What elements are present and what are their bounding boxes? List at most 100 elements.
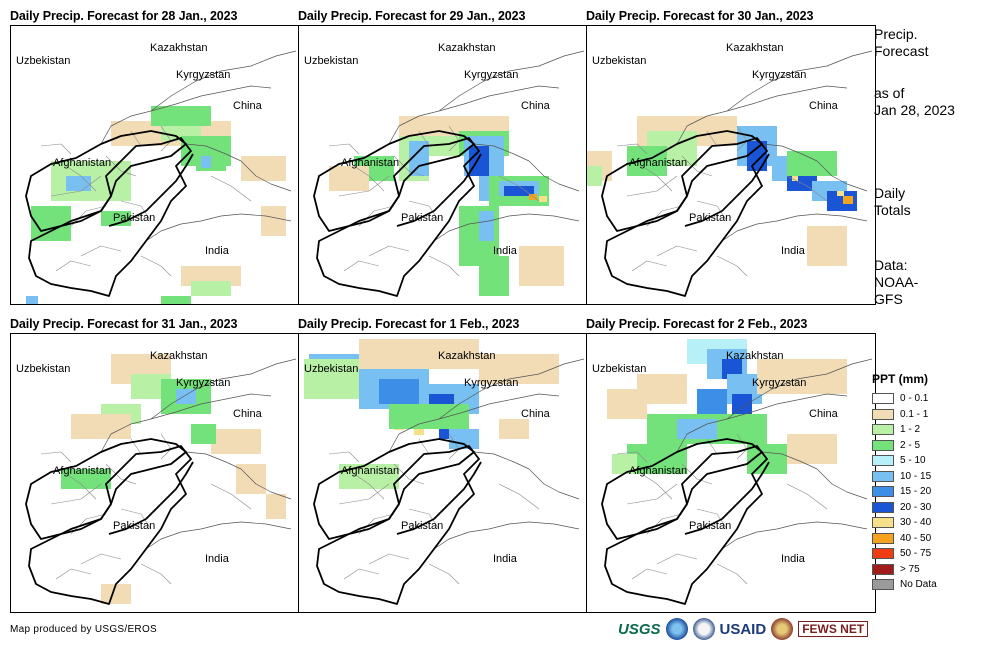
sidebar-asof: as of Jan 28, 2023: [874, 85, 955, 119]
province-boundary: [631, 260, 668, 272]
map-label-uzbekistan: Uzbekistan: [304, 363, 358, 375]
province-boundary: [641, 165, 673, 192]
map-label-india: India: [493, 245, 518, 257]
legend-label: 5 - 10: [900, 455, 926, 467]
map-label-kyrgyzstan: Kyrgyzstan: [176, 69, 230, 81]
precip-cell: [607, 389, 647, 419]
precip-cell: [504, 186, 534, 196]
map-label-afghanistan: Afghanistan: [53, 157, 111, 169]
sidebar-totals: Daily Totals: [874, 185, 911, 219]
country-border: [433, 213, 580, 242]
map-label-afghanistan: Afghanistan: [341, 465, 399, 477]
legend-item: 0.1 - 1: [872, 407, 937, 423]
precip-cell: [787, 434, 837, 464]
precip-cell: [449, 429, 479, 449]
afghanistan-outline: [25, 438, 187, 540]
legend-swatch: [872, 455, 894, 467]
country-border: [438, 85, 560, 112]
precip-cell: [697, 389, 727, 414]
province-boundary: [210, 175, 252, 202]
precip-cell: [379, 379, 419, 404]
country-border: [388, 50, 585, 145]
map-label-pakistan: Pakistan: [113, 212, 155, 224]
country-border: [473, 143, 580, 192]
province-boundary: [160, 433, 172, 460]
noaa-logo: [665, 618, 688, 640]
afghanistan-outline: [313, 130, 475, 232]
map-label-india: India: [781, 245, 806, 257]
province-boundary: [55, 568, 92, 580]
legend-swatch: [872, 486, 894, 498]
panel-title: Daily Precip. Forecast for 30 Jan., 2023: [586, 9, 814, 23]
precip-cell: [161, 296, 191, 304]
province-boundary: [786, 483, 828, 510]
province-boundary: [368, 245, 410, 257]
legend-item: 2 - 5: [872, 438, 937, 454]
legend-swatch: [872, 563, 894, 575]
country-border: [433, 521, 580, 550]
precip-cell: [339, 464, 399, 489]
precip-cell: [71, 414, 131, 439]
forecast-panel-6: Daily Precip. Forecast for 2 Feb., 2023 …: [586, 317, 876, 613]
afghanistan-pakistan-border: [108, 153, 194, 227]
map-label-china: China: [233, 408, 263, 420]
precip-cell: [176, 389, 196, 404]
province-boundary: [626, 175, 678, 197]
map-label-uzbekistan: Uzbekistan: [304, 55, 358, 67]
legend-item: 20 - 30: [872, 500, 937, 516]
map-label-kyrgyzstan: Kyrgyzstan: [752, 377, 806, 389]
province-boundary: [50, 175, 102, 197]
map-label-china: China: [809, 100, 839, 112]
map-label-afghanistan: Afghanistan: [341, 157, 399, 169]
legend-items: 0 - 0.1 0.1 - 1 1 - 2 2 - 5 5 - 10 10 - 15 15 …: [872, 391, 937, 593]
forecast-map: Kazakhstan Uzbekistan Kyrgyzstan China Afgha…: [10, 25, 300, 305]
country-border: [676, 358, 873, 453]
province-boundary: [358, 513, 395, 535]
country-border: [185, 451, 292, 500]
province-boundary: [393, 155, 425, 177]
map-label-china: China: [233, 100, 263, 112]
province-boundary: [120, 200, 152, 222]
map-label-afghanistan: Afghanistan: [629, 157, 687, 169]
legend-label: 0.1 - 1: [900, 408, 929, 420]
forecast-panel-5: Daily Precip. Forecast for 1 Feb., 2023 …: [298, 317, 588, 613]
legend-label: 40 - 50: [900, 532, 932, 544]
precip-cell: [266, 494, 286, 519]
sidebar-title: Precip. Forecast: [874, 26, 928, 60]
precip-cell: [787, 151, 837, 176]
province-boundary: [105, 155, 137, 177]
afghanistan-pakistan-border: [684, 461, 770, 535]
legend-item: 50 - 75: [872, 546, 937, 562]
map-label-kyrgyzstan: Kyrgyzstan: [176, 377, 230, 389]
province-boundary: [631, 568, 668, 580]
map-label-india: India: [781, 553, 806, 565]
province-boundary: [40, 143, 72, 155]
province-boundary: [681, 155, 713, 177]
country-border: [761, 143, 868, 192]
precip-cell: [807, 226, 847, 266]
precip-cell: [329, 166, 369, 191]
forecast-panel-3: Daily Precip. Forecast for 30 Jan., 2023…: [586, 9, 876, 305]
logo-strip: USGS USAID FEWS NET: [618, 618, 869, 640]
province-boundary: [80, 553, 122, 565]
precip-cell: [843, 196, 853, 204]
province-boundary: [616, 451, 648, 463]
map-label-afghanistan: Afghanistan: [53, 465, 111, 477]
province-boundary: [696, 200, 728, 222]
afghanistan-outline: [601, 438, 763, 540]
country-border: [150, 85, 272, 112]
map-label-kazakhstan: Kazakhstan: [438, 42, 495, 54]
map-label-china: China: [809, 408, 839, 420]
legend-label: 1 - 2: [900, 424, 921, 436]
province-boundary: [646, 513, 683, 535]
province-boundary: [65, 165, 97, 192]
legend-item: 15 - 20: [872, 484, 937, 500]
map-canvas: Kazakhstan Uzbekistan Kyrgyzstan China Afgha…: [587, 42, 873, 297]
map-credit: Map produced by USGS/EROS: [10, 624, 158, 635]
map-label-uzbekistan: Uzbekistan: [16, 55, 70, 67]
panel-title: Daily Precip. Forecast for 29 Jan., 2023: [298, 9, 526, 23]
province-boundary: [498, 175, 540, 202]
map-label-kyrgyzstan: Kyrgyzstan: [464, 69, 518, 81]
precip-cell: [201, 156, 211, 168]
map-label-china: China: [521, 408, 551, 420]
